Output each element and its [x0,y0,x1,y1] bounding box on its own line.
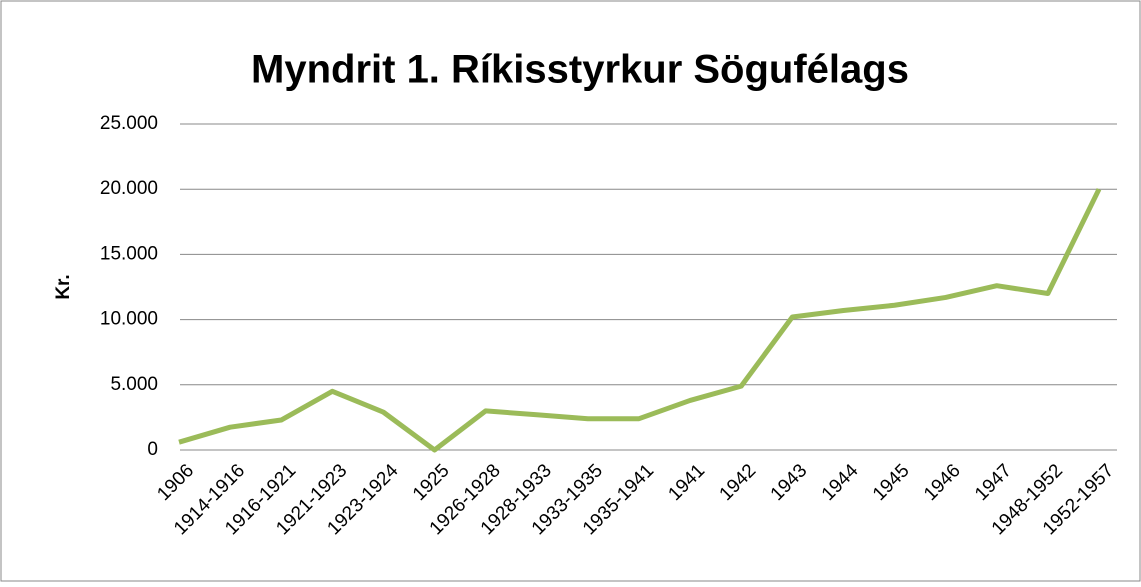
y-tick-label: 10.000 [100,309,158,330]
y-tick-label: 0 [147,439,158,460]
data-line [178,188,1102,453]
y-tick-label: 5.000 [110,374,158,395]
y-tick-label: 20.000 [100,178,158,199]
chart-title: Myndrit 1. Ríkisstyrkur Sögufélags [251,48,909,92]
y-axis-label: Kr. [53,274,74,299]
y-tick-label: 15.000 [100,243,158,264]
y-tick-label: 25.000 [100,113,158,134]
